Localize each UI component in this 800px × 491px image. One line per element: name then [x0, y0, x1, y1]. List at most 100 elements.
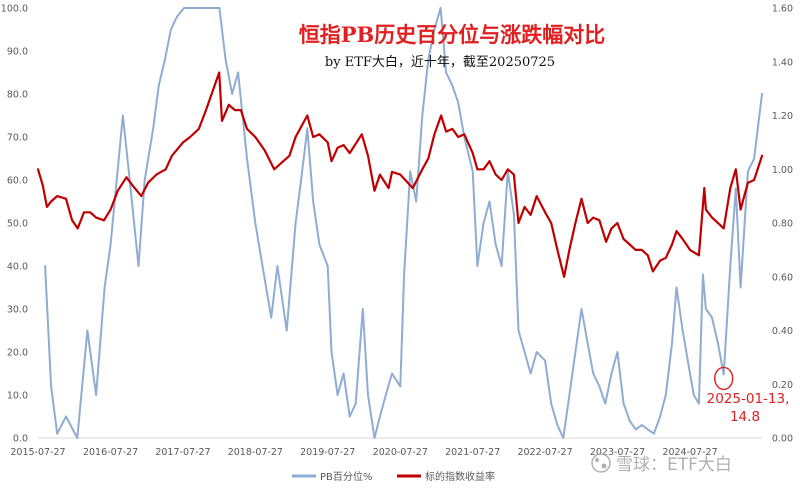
pb-point	[115, 179, 118, 181]
return-point	[689, 249, 691, 251]
return-point	[471, 152, 474, 155]
return-point	[288, 154, 291, 157]
pb-point	[373, 437, 376, 439]
pb-point	[580, 308, 583, 310]
y-left-tick-label: 100.0	[1, 4, 28, 15]
return-point	[263, 149, 266, 152]
pb-point	[427, 58, 430, 61]
return-point	[373, 189, 376, 192]
pb-point	[544, 359, 546, 362]
return-point	[717, 222, 719, 224]
return-point	[103, 219, 105, 222]
return-point	[234, 109, 236, 111]
return-point	[221, 120, 223, 122]
return-point	[326, 141, 329, 144]
y-right-tick-label: 0.40	[772, 326, 793, 337]
return-point	[254, 136, 257, 138]
return-point	[622, 238, 625, 241]
pb-point	[326, 265, 329, 267]
x-ticks: 2015-07-27 2016-07-27 2017-07-27 2018-07-27…	[10, 447, 717, 458]
pb-point	[50, 385, 52, 388]
pb-point	[747, 170, 749, 173]
y-left-ticks: 0.0 10.0 20.0 30.0 40.0 50.0 60.0 70.0 80.0 90.0 1…	[1, 4, 28, 445]
return-point	[387, 187, 390, 190]
return-point	[544, 211, 546, 214]
y-left-tick-label: 40.0	[7, 262, 28, 273]
y-right-tick-label: 1.60	[772, 4, 793, 15]
return-point	[399, 173, 402, 176]
return-point	[197, 127, 200, 130]
pb-point	[109, 243, 112, 246]
return-point	[109, 208, 112, 211]
return-point	[761, 154, 763, 157]
pb-point	[494, 243, 497, 246]
annotation-value-label: 14.8	[730, 409, 760, 425]
return-point	[89, 211, 92, 214]
return-point	[318, 133, 321, 136]
pb-point	[482, 222, 485, 224]
pb-point	[529, 372, 532, 375]
pb-point	[433, 28, 436, 31]
annotation-date-label: 2025-01-13,	[707, 391, 790, 407]
snowball-logo-dot-2	[601, 463, 607, 469]
y-left-tick-label: 30.0	[7, 305, 28, 316]
pb-point	[157, 84, 160, 87]
return-point	[227, 103, 230, 106]
return-point	[218, 71, 221, 74]
return-point	[598, 219, 601, 222]
pb-point	[384, 394, 387, 396]
return-point	[640, 249, 643, 251]
pb-point	[761, 93, 763, 95]
return-point	[427, 157, 430, 160]
return-point	[563, 275, 565, 278]
pb-point	[354, 402, 357, 405]
return-point	[517, 222, 520, 224]
pb-point	[276, 265, 279, 267]
return-point	[246, 127, 248, 130]
pb-point	[224, 58, 227, 61]
return-point	[529, 214, 532, 216]
return-point	[131, 184, 134, 187]
pb-point	[76, 437, 79, 439]
return-point	[65, 197, 67, 200]
return-point	[306, 114, 309, 117]
return-point	[535, 195, 538, 198]
x-tick-label: 2016-07-27	[83, 447, 138, 458]
return-point	[671, 243, 673, 246]
pb-point	[592, 372, 595, 375]
return-point	[500, 179, 503, 181]
return-point	[568, 249, 571, 251]
pb-point	[653, 432, 655, 435]
return-point	[513, 173, 515, 176]
return-point	[336, 146, 339, 149]
snowball-logo-dot	[595, 458, 599, 462]
pb-point	[379, 415, 381, 418]
y-right-tick-label: 0.20	[772, 380, 793, 391]
pb-point	[550, 402, 553, 405]
pb-point	[622, 402, 625, 405]
pb-point	[361, 308, 364, 310]
pb-point	[330, 351, 333, 353]
pb-point	[421, 114, 424, 117]
pb-point	[671, 342, 673, 345]
pb-point	[628, 419, 631, 422]
return-point	[616, 222, 619, 224]
return-point	[433, 133, 436, 136]
pb-point	[664, 394, 667, 396]
y-left-tick-label: 50.0	[7, 219, 28, 230]
x-tick-label: 2018-07-27	[228, 447, 283, 458]
pb-point	[535, 351, 538, 353]
return-point	[451, 127, 454, 130]
y-left-tick-label: 90.0	[7, 47, 28, 58]
pb-point	[702, 273, 704, 276]
pb-point	[170, 28, 172, 31]
return-point	[445, 130, 447, 133]
pb-point	[753, 157, 755, 160]
pb-point	[65, 415, 67, 418]
pb-point	[152, 127, 155, 130]
return-point	[664, 257, 667, 259]
pb-point	[705, 308, 707, 310]
pb-point	[457, 101, 460, 104]
return-point	[379, 173, 381, 176]
pb-point	[143, 179, 146, 181]
